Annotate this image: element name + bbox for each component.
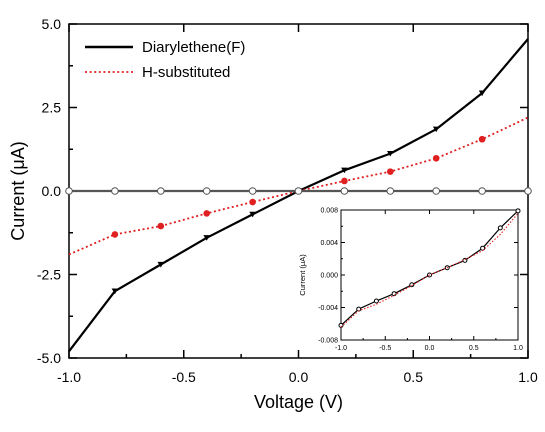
inset-x-tick-label: -1.0: [335, 345, 347, 352]
main-y-tick-label: 5.0: [42, 16, 62, 32]
main-data-point: [65, 187, 73, 195]
main-y-tick-label: 0.0: [42, 183, 62, 199]
main-x-tick-label: -1.0: [57, 369, 81, 385]
main-data-point: [157, 222, 165, 230]
main-data-point: [386, 187, 395, 195]
main-data-point: [387, 168, 394, 175]
legend-label-0: Diarylethene(F): [142, 39, 245, 56]
main-data-point: [524, 187, 532, 195]
main-data-point: [202, 187, 211, 195]
main-x-tick-label: 0.5: [404, 369, 424, 385]
main-data-point: [340, 187, 349, 195]
main-data-point: [249, 211, 256, 218]
inset-data-point: [373, 298, 379, 304]
main-y-tick-label: -2.5: [37, 266, 61, 282]
inset-y-tick-label: 0.004: [320, 240, 338, 247]
inset-x-tick-label: 0.0: [425, 345, 435, 352]
main-data-point: [203, 235, 210, 241]
main-data-point: [432, 126, 440, 133]
main-data-point: [478, 90, 486, 97]
main-data-point: [248, 187, 257, 195]
main-data-point: [341, 177, 348, 185]
main-y-axis-title: Current (μA): [8, 141, 28, 240]
main-data-point: [111, 231, 119, 238]
main-y-tick-label: 2.5: [42, 99, 62, 115]
inset-data-point: [480, 245, 486, 251]
main-data-point: [294, 187, 303, 195]
inset-x-tick-label: 1.0: [513, 345, 523, 352]
main-data-point: [111, 187, 119, 195]
main-data-point: [341, 167, 348, 174]
main-x-tick-label: 0.0: [289, 369, 309, 385]
inset-x-tick-label: 0.5: [469, 345, 479, 352]
inset-data-point: [462, 257, 468, 263]
inset-x-tick-label: -0.5: [379, 345, 391, 352]
main-data-point: [249, 198, 256, 206]
main-x-axis-title: Voltage (V): [254, 392, 343, 412]
inset-plot: -1.0 -0.5 0.0 0.5 1.0 -0.008 -0.004 0.000 0.004 0…: [298, 207, 523, 352]
main-y-tick-label: -5.0: [37, 350, 61, 366]
main-data-point: [432, 154, 440, 162]
main-data-point: [478, 135, 486, 143]
inset-y-tick-label: 0.000: [320, 272, 338, 279]
main-data-point: [203, 210, 210, 217]
inset-y-axis-title: Current (μA): [298, 254, 307, 296]
inset-y-tick-label: -0.004: [318, 305, 338, 312]
main-series-line-1: [68, 116, 529, 256]
main-data-point: [432, 187, 441, 195]
main-data-point: [157, 187, 165, 195]
main-x-tick-label: 1.0: [518, 369, 538, 385]
inset-y-tick-label: 0.008: [320, 207, 338, 214]
main-data-point: [111, 288, 119, 295]
legend-label-1: H-substituted: [142, 64, 230, 81]
main-data-point: [478, 187, 486, 195]
main-plot: -1.0 -0.5 0.0 0.5 1.0 -5.0 -2.5 0.0 2.5 5.0 Voltag…: [8, 16, 538, 412]
inset-series-line-1: [340, 212, 519, 328]
main-data-point: [387, 150, 394, 157]
main-x-tick-label: -0.5: [172, 369, 196, 385]
inset-data-point: [409, 282, 415, 288]
inset-data-point: [497, 225, 503, 231]
inset-data-point: [515, 208, 521, 214]
main-data-point: [157, 261, 165, 268]
inset-y-tick-label: -0.008: [318, 337, 338, 344]
